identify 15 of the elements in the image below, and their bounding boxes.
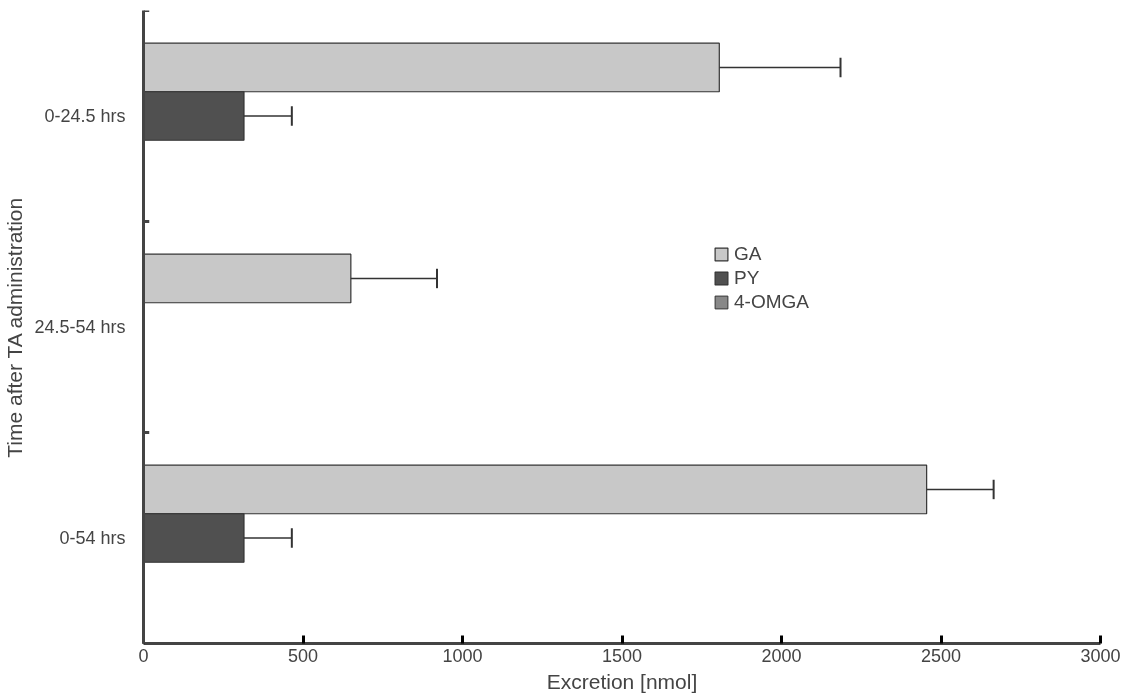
legend-label: GA bbox=[734, 243, 762, 265]
x-tick-label: 1000 bbox=[442, 645, 483, 666]
legend-label: 4-OMGA bbox=[734, 291, 809, 313]
y-axis-title: Time after TA administration bbox=[3, 197, 27, 458]
x-tick-label: 2500 bbox=[920, 645, 962, 666]
legend-label: PY bbox=[734, 267, 760, 289]
x-tick-label: 1500 bbox=[601, 645, 643, 666]
x-axis-title: Excretion [nmol] bbox=[546, 669, 698, 693]
y-tick-label: 24.5-54 hrs bbox=[34, 317, 126, 337]
y-tick-label: 0-24.5 hrs bbox=[44, 106, 126, 126]
y-tick-label: 0-54 hrs bbox=[59, 528, 126, 548]
x-tick-label: 2000 bbox=[761, 645, 802, 666]
x-tick-label: 500 bbox=[287, 645, 319, 666]
x-tick-label: 0 bbox=[138, 645, 149, 666]
x-tick-label: 3000 bbox=[1080, 645, 1121, 666]
